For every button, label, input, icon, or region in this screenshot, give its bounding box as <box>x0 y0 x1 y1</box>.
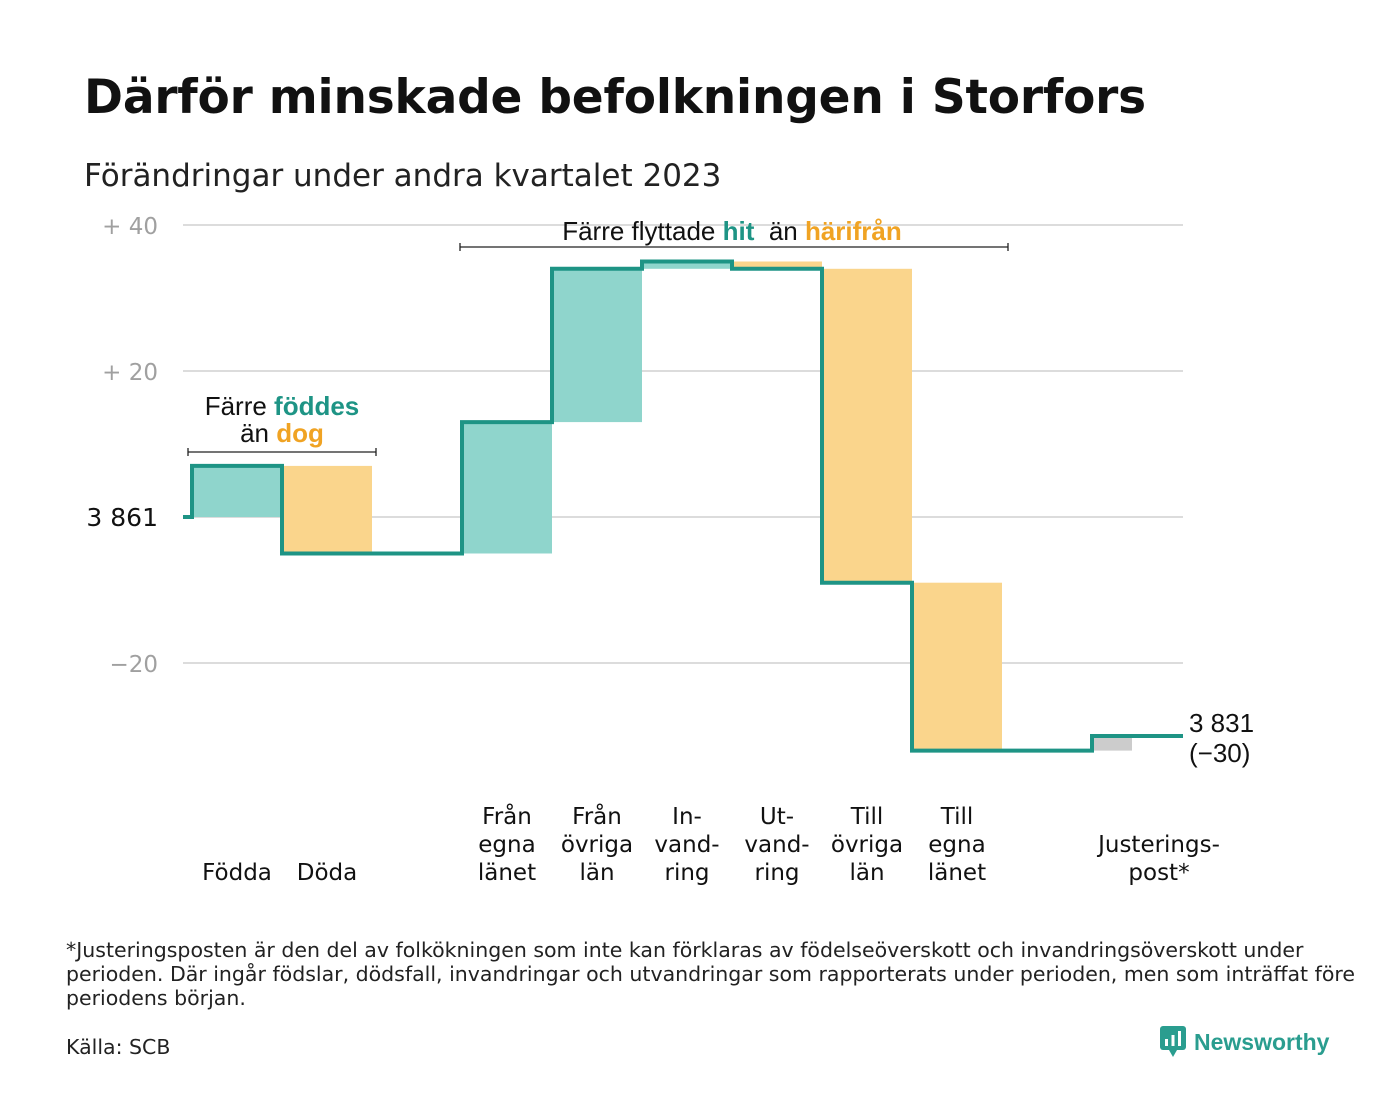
newsworthy-logo-text: Newsworthy <box>1194 1028 1330 1055</box>
x-category-label: In-vand-ring <box>654 804 719 886</box>
y-tick-label: −20 <box>109 652 158 678</box>
annotation-moves: Färre flyttade hit än härifrån <box>562 216 902 246</box>
bar-från-egna-länet <box>462 422 552 554</box>
bar-invandring <box>642 261 732 269</box>
x-category-label: Från egna länet <box>478 802 536 886</box>
x-category-label: Till egna länet <box>928 804 986 886</box>
source-label: Källa: SCB <box>66 1035 171 1059</box>
x-category-label: Döda <box>297 860 357 886</box>
cumulative-population-line <box>183 259 1183 753</box>
x-category-label: Justerings-post* <box>1096 832 1220 886</box>
start-value-label: 3 861 <box>86 503 158 532</box>
bar-döda <box>282 465 372 554</box>
x-category-label: Ut-vand-ring <box>744 804 809 886</box>
footnote: *Justeringsposten är den del av folkökni… <box>66 938 1355 1010</box>
chart-subtitle: Förändringar under andra kvartalet 2023 <box>84 158 722 194</box>
bar-utvandring <box>732 261 822 269</box>
bar-till-övriga-län <box>822 268 912 583</box>
annotation-births-line1: Färre föddes <box>205 391 360 421</box>
bar-från-övriga-län <box>552 268 642 423</box>
waterfall-chart: + 40 + 20 3 861 −20 Födda Döda Från egna länet Fr… <box>86 214 1254 886</box>
bar-justeringspost- <box>1092 736 1132 751</box>
x-category-label: Till övriga län <box>831 804 903 886</box>
y-tick-label: + 20 <box>102 360 158 386</box>
y-tick-label: + 40 <box>102 214 158 240</box>
end-value-label: 3 831 (−30) <box>1189 708 1254 768</box>
newsworthy-logo: Newsworthy <box>1160 1026 1329 1058</box>
bar-födda <box>192 465 282 517</box>
newsworthy-logo-icon <box>1160 1026 1186 1057</box>
bar-till-egna-länet <box>912 582 1002 751</box>
annotation-births-line2: än dog <box>240 418 324 448</box>
chart-title: Därför minskade befolkningen i Storfors <box>84 70 1146 125</box>
x-category-label: Födda <box>202 860 272 886</box>
x-category-label: Från övriga län <box>561 802 633 886</box>
